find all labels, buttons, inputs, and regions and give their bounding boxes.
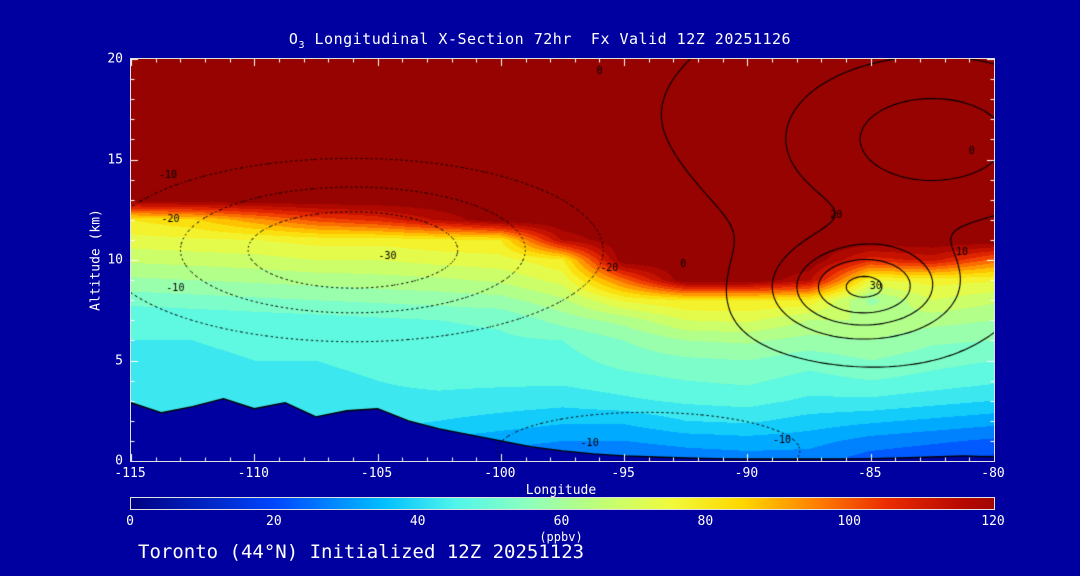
x-tick-label: -110 [237,466,269,481]
colorbar-units-label: (ppbv) [539,530,583,544]
y-tick-label: 5 [115,353,123,368]
plot-area [130,58,995,462]
x-tick-label: -85 [857,466,882,481]
plot-title: O3 Longitudinal X-Section 72hr Fx Valid … [0,30,1080,51]
colorbar-tick-label: 100 [837,514,861,529]
y-tick-label: 20 [107,51,123,67]
x-tick-label: -80 [981,466,1005,481]
colorbar-tick-label: 40 [409,514,426,529]
y-tick-label: 10 [107,252,123,268]
y-axis-label: Altitude (km) [88,209,104,311]
colorbar-tick-label: 120 [981,514,1005,529]
colorbar-tick-label: 80 [697,514,714,529]
x-tick-label: -90 [734,466,759,481]
plot-title-subscript: 3 [298,40,305,51]
y-tick-label: 0 [115,453,123,469]
colorbar-tick-label: 0 [126,514,134,529]
colorbar-tick-label: 20 [266,514,282,529]
x-tick-label: -105 [360,466,393,481]
x-tick-label: -100 [484,466,516,481]
x-tick-label: -95 [611,466,635,481]
plot-title-prefix: O [288,30,299,48]
colorbar-tick-label: 60 [553,514,570,529]
y-tick-label: 15 [107,152,123,167]
x-tick-label: -115 [114,466,146,481]
init-footer-text: Toronto (44°N) Initialized 12Z 20251123 [138,541,585,563]
xsection-canvas [131,59,994,461]
x-axis-label: Longitude [525,483,597,498]
plot-title-rest: Longitudinal X-Section 72hr Fx Valid 12Z… [304,30,792,48]
colorbar [130,497,995,510]
